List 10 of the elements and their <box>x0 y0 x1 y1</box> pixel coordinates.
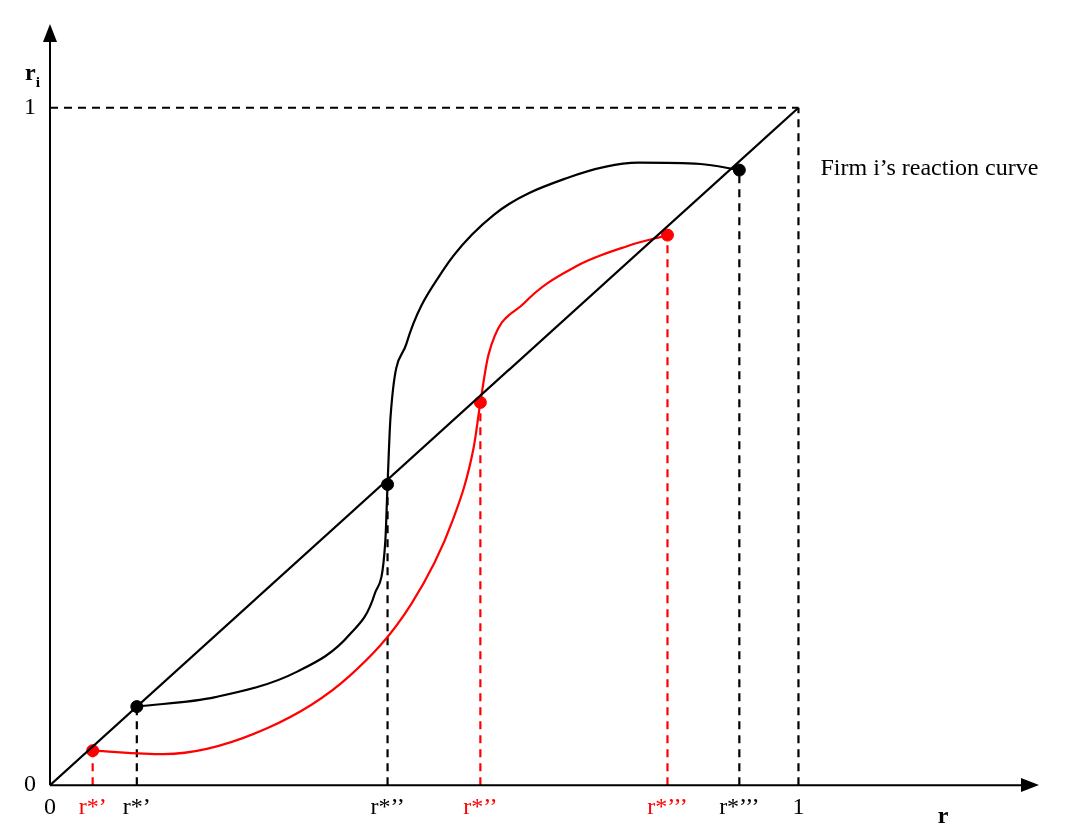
x-tick-label: 1 <box>792 792 805 819</box>
x-tick-label: r*’ <box>78 792 107 819</box>
x-tick-label: r*’’ <box>370 792 405 819</box>
x-tick-label: r*’ <box>122 792 151 819</box>
x-axis-title: r <box>937 802 949 829</box>
x-tick-label: r*’’’ <box>647 792 688 819</box>
x-tick-label: r*’’ <box>463 792 498 819</box>
x-tick-label: 0 <box>44 792 56 819</box>
annotation: Firm i’s reaction curve <box>820 154 1039 181</box>
x-tick-label: r*’’’ <box>719 792 760 819</box>
